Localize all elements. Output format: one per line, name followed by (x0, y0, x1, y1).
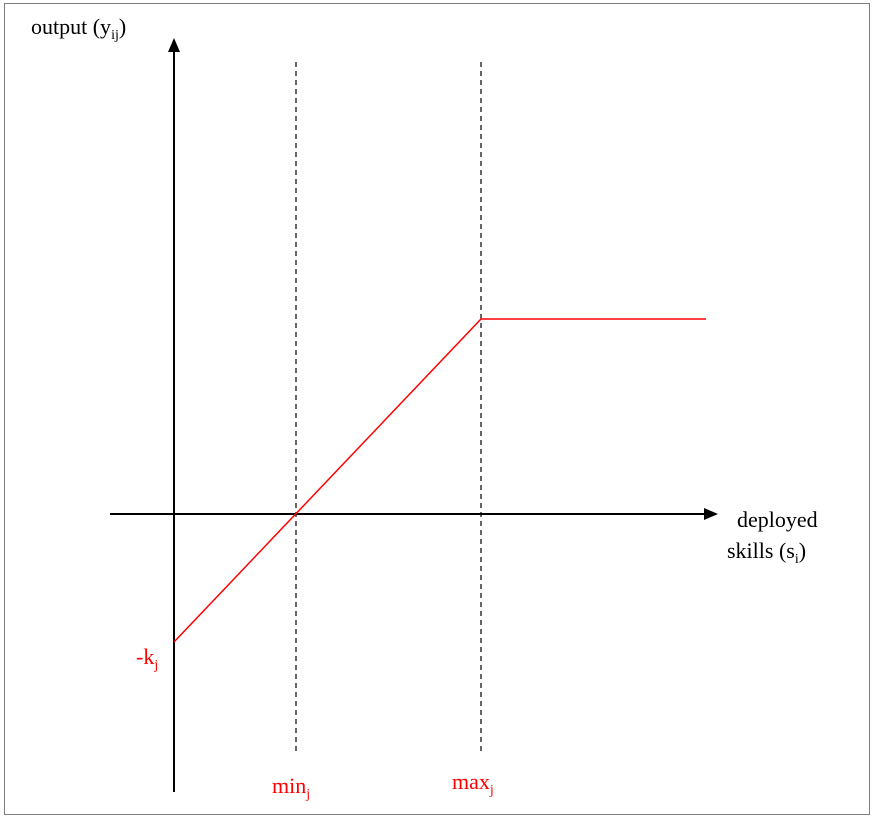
x-axis-label-line1: deployed (737, 507, 818, 532)
figure-frame (4, 3, 870, 815)
output-curve (173, 318, 706, 643)
max-label: maxj (452, 769, 494, 798)
intercept-label: -kj (136, 644, 158, 673)
y-axis-label: output (yij) (31, 14, 126, 43)
x-axis-label-line2: skills (si) (727, 538, 806, 567)
min-label: minj (272, 773, 310, 802)
